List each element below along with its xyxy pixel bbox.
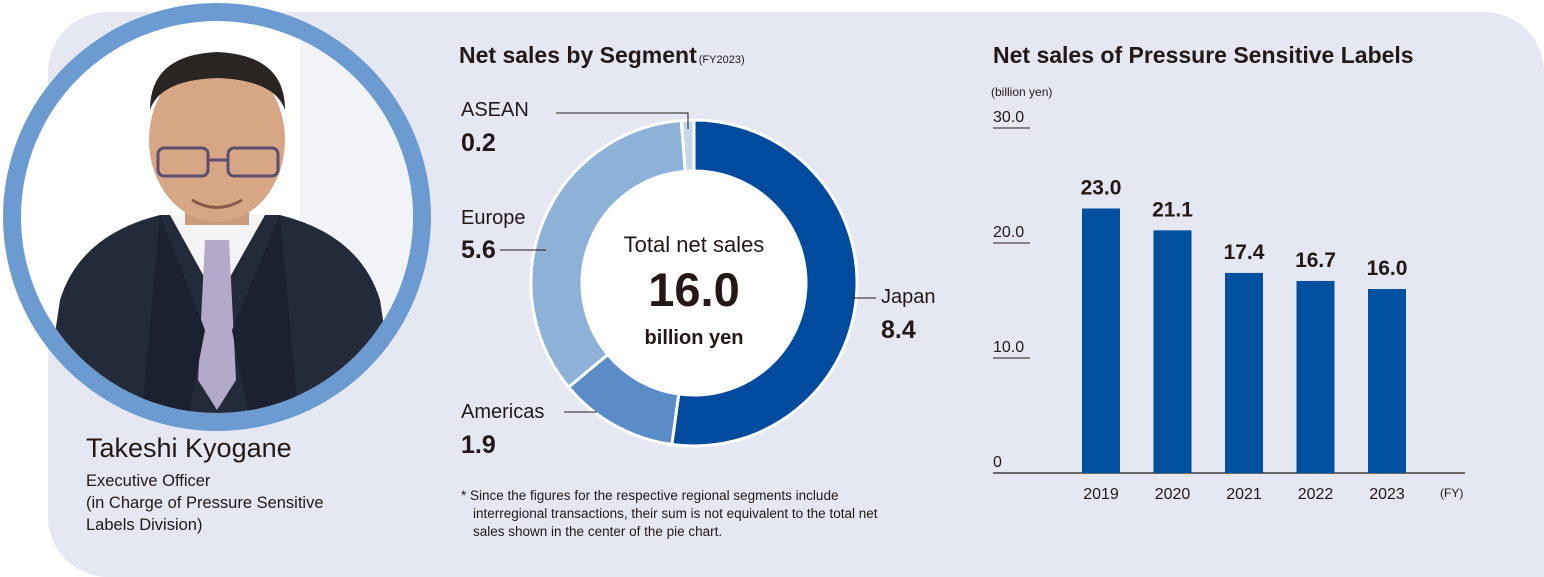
- segment-label-europe: Europe: [461, 207, 526, 229]
- segment-footnote: * Since the figures for the respective r…: [461, 487, 877, 541]
- footnote-line: interregional transactions, their sum is…: [473, 506, 878, 521]
- donut-center-unit: billion yen: [644, 327, 744, 349]
- donut-slice-asean: [679, 118, 696, 173]
- x-tick-label: 2021: [1226, 486, 1262, 503]
- bar-2021: [1225, 272, 1263, 473]
- x-tick-label: 2022: [1298, 486, 1334, 503]
- footnote-line: sales shown in the center of the pie cha…: [473, 524, 723, 539]
- y-tick-label: 20.0: [993, 224, 1024, 241]
- bar-chart-title: Net sales of Pressure Sensitive Labels: [993, 42, 1414, 68]
- bar-2023: [1368, 289, 1406, 473]
- segment-chart-title: Net sales by Segment (FY2023): [459, 42, 745, 69]
- bar-value-label: 16.0: [1367, 257, 1408, 280]
- segment-value-americas: 1.9: [461, 431, 496, 459]
- x-tick-label: 2019: [1083, 486, 1119, 503]
- segment-label-japan: Japan: [881, 286, 936, 308]
- segment-label-americas: Americas: [461, 401, 545, 423]
- bar-2019: [1082, 208, 1120, 473]
- bar-chart-unit: (billion yen): [991, 85, 1053, 99]
- person-name: Takeshi Kyogane: [86, 433, 292, 463]
- bar-value-label: 16.7: [1295, 249, 1336, 272]
- role-line: Executive Officer: [86, 472, 211, 490]
- y-tick-label: 0: [993, 454, 1002, 471]
- donut-center-caption: Total net sales: [623, 232, 765, 257]
- leader-line-asean: [556, 112, 689, 129]
- donut-slice-japan: [670, 118, 859, 448]
- donut-center-value: 16.0: [648, 263, 740, 316]
- bar-value-label: 21.1: [1152, 198, 1193, 221]
- bar-2022: [1296, 280, 1335, 473]
- segment-value-europe: 5.6: [461, 236, 496, 264]
- segment-value-asean: 0.2: [461, 129, 496, 157]
- bar-value-label: 17.4: [1224, 241, 1265, 264]
- footnote-line: * Since the figures for the respective r…: [461, 488, 839, 503]
- role-line: (in Charge of Pressure Sensitive: [86, 494, 324, 512]
- x-axis-unit: (FY): [1440, 486, 1463, 500]
- person-role: Executive Officer (in Charge of Pressure…: [86, 470, 324, 536]
- y-tick-label: 10.0: [993, 339, 1024, 356]
- bar-value-label: 23.0: [1081, 177, 1122, 200]
- segment-value-japan: 8.4: [881, 316, 916, 344]
- donut-slice-europe: [529, 118, 687, 390]
- y-tick-label: 30.0: [993, 109, 1024, 126]
- segment-title-suffix: (FY2023): [698, 54, 745, 66]
- bar-2020: [1153, 230, 1192, 473]
- segment-label-asean: ASEAN: [461, 99, 529, 121]
- segment-title-text: Net sales by Segment: [459, 42, 697, 68]
- donut-hole: [583, 172, 805, 394]
- portrait-photo: [3, 3, 431, 431]
- x-tick-label: 2023: [1369, 486, 1405, 503]
- role-line: Labels Division): [86, 516, 203, 534]
- x-tick-label: 2020: [1155, 486, 1191, 503]
